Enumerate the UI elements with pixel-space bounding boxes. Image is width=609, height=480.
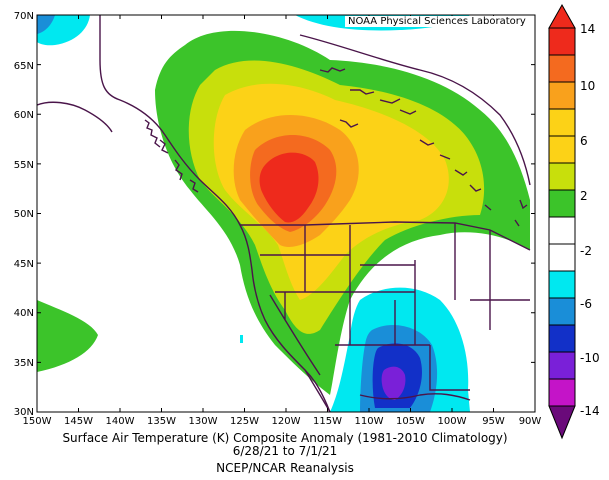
colorbar-band-1: [548, 27, 576, 56]
colorbar-label-neg10: -10: [580, 351, 600, 365]
lat-label-60n: 60N: [14, 110, 34, 121]
state-lines: [260, 223, 530, 391]
colorbar-band-12: [548, 324, 576, 353]
pacific-warm-blob: [37, 300, 98, 372]
lon-label-145w: 145W: [64, 416, 93, 427]
lat-label-30n: 30N: [14, 407, 34, 418]
colorbar: 14 10 6 2 -2 -6 -10 -14: [548, 3, 600, 440]
colorbar-band-10: [548, 270, 576, 299]
axis-ticks: [36, 14, 536, 413]
lon-label-95w: 95W: [482, 416, 505, 427]
lon-label-115w: 115W: [313, 416, 342, 427]
colorbar-band-2: [548, 54, 576, 83]
lon-label-110w: 110W: [355, 416, 384, 427]
colorbar-band-8: [548, 216, 576, 245]
lat-label-35n: 35N: [14, 358, 34, 369]
caption-dates: 6/28/21 to 7/1/21: [232, 444, 338, 458]
lat-label-65n: 65N: [14, 61, 34, 72]
baja-coast: [304, 369, 331, 413]
colorbar-band-3: [548, 81, 576, 110]
lat-label-45n: 45N: [14, 259, 34, 270]
colorbar-label-6: 6: [580, 134, 588, 148]
lon-label-105w: 105W: [396, 416, 425, 427]
colorbar-label-2: 2: [580, 189, 588, 203]
cool-core: [381, 366, 406, 400]
colorbar-label-neg6: -6: [580, 297, 592, 311]
alaska-coast: [36, 101, 113, 133]
arctic-coast: [299, 34, 531, 186]
lon-label-140w: 140W: [106, 416, 135, 427]
lon-label-90w: 90W: [519, 416, 542, 427]
colorbar-label-neg14: -14: [580, 404, 600, 418]
latitude-labels: 70N 65N 60N 55N 50N 45N 40N 35N 30N: [14, 11, 34, 418]
mexico-coast: [359, 393, 471, 401]
caption-source: NCEP/NCAR Reanalysis: [216, 461, 354, 475]
colorbar-band-13: [548, 351, 576, 380]
colorbar-band-9: [548, 243, 576, 272]
lat-label-55n: 55N: [14, 160, 34, 171]
colorbar-band-6: [548, 162, 576, 191]
lat-label-50n: 50N: [14, 209, 34, 220]
colorbar-band-14: [548, 378, 576, 407]
anomaly-fields: [37, 15, 530, 412]
lat-label-40n: 40N: [14, 308, 34, 319]
boundaries: [36, 15, 531, 413]
colorbar-label-14: 14: [580, 22, 595, 36]
colorbar-band-4: [548, 108, 576, 137]
colorbar-bottom-triangle: [548, 405, 576, 440]
colorbar-top-triangle: [548, 3, 576, 29]
warm-core: [259, 152, 319, 223]
lon-label-135w: 135W: [147, 416, 176, 427]
mountain-squiggles: [144, 67, 528, 227]
credit-label: NOAA Physical Sciences Laboratory: [345, 16, 529, 27]
colorbar-label-10: 10: [580, 79, 595, 93]
longitude-labels: 150W 145W 140W 135W 130W 125W 120W 115W …: [23, 416, 542, 427]
lon-label-100w: 100W: [438, 416, 467, 427]
colorbar-label-neg2: -2: [580, 244, 592, 258]
colorbar-band-7: [548, 189, 576, 218]
lon-label-120w: 120W: [272, 416, 301, 427]
cool-fleck: [240, 335, 243, 343]
arctic-cool-core: [37, 15, 55, 34]
colorbar-band-5: [548, 135, 576, 164]
caption-title: Surface Air Temperature (K) Composite An…: [62, 431, 508, 445]
colorbar-band-11: [548, 297, 576, 326]
lon-label-130w: 130W: [189, 416, 218, 427]
lon-label-150w: 150W: [23, 416, 52, 427]
lat-label-70n: 70N: [14, 11, 34, 22]
lon-label-125w: 125W: [230, 416, 259, 427]
